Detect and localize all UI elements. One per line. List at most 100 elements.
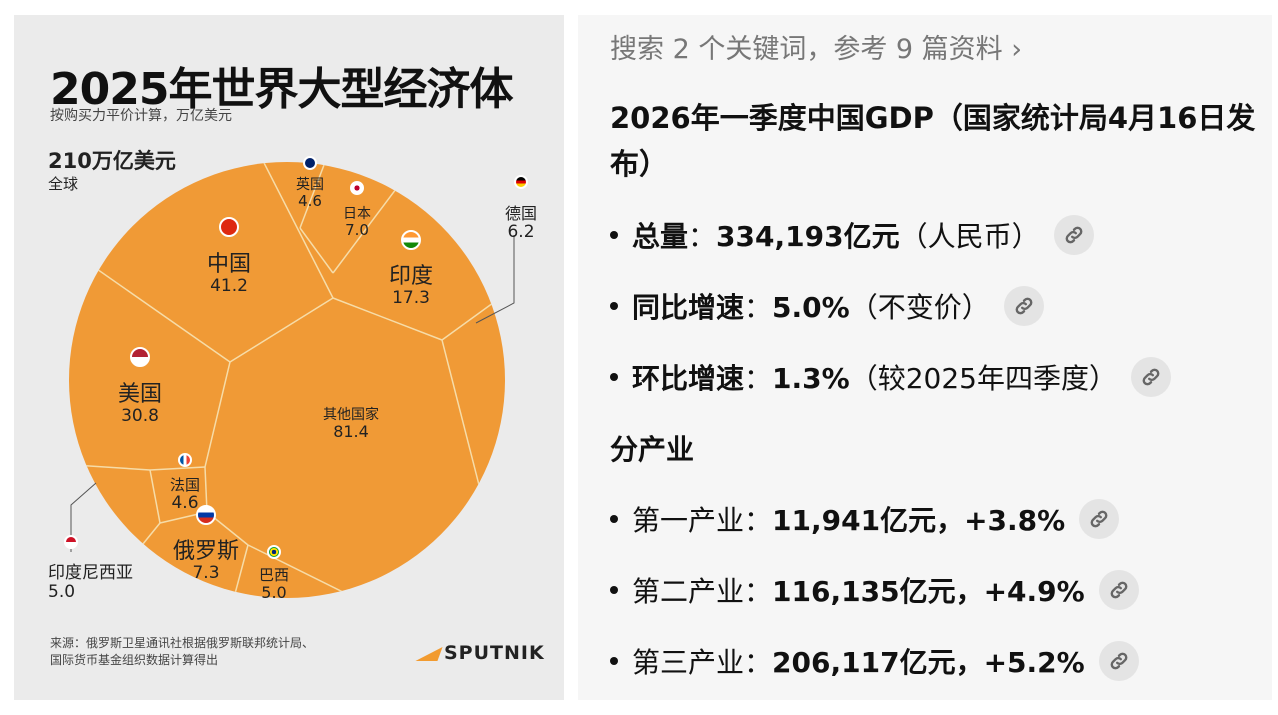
industry-label: 第二产业 (632, 575, 745, 608)
search-summary-text: 搜索 2 个关键词，参考 9 篇资料 (610, 34, 1003, 65)
cell-border (83, 259, 231, 363)
item-note: （较2025年四季度） (849, 362, 1117, 395)
cell-border (204, 361, 231, 468)
colon: ： (744, 362, 773, 395)
industry-value: 116,135亿元，+4.9% (772, 575, 1085, 608)
economy-value: 41.2 (210, 276, 248, 297)
citation-link-icon[interactable] (1098, 641, 1139, 681)
economy-label: 印度尼西亚 5.0 (48, 564, 133, 601)
economy-label: 其他国家 81.4 (323, 407, 379, 442)
economy-name: 德国 (504, 204, 538, 223)
cell-border (149, 466, 206, 471)
industry-item: 第二产业：116,135亿元，+4.9% (610, 570, 1139, 613)
citation-link-icon[interactable] (1053, 215, 1094, 255)
cell-border (299, 227, 334, 274)
economy-name: 法国 (169, 476, 201, 494)
citation-link-icon[interactable] (1098, 570, 1139, 610)
cell-border (332, 297, 443, 341)
source-note: 来源：俄罗斯卫星通讯社根据俄罗斯联邦统计局、 国际货币基金组织数据计算得出 (50, 635, 314, 669)
search-summary-button[interactable]: 搜索 2 个关键词，参考 9 篇资料 › (610, 27, 1022, 66)
source-line: 来源：俄罗斯卫星通讯社根据俄罗斯联邦统计局、 (50, 636, 315, 650)
item-value: 1.3% (772, 362, 850, 395)
industry-item: 第一产业：11,941亿元，+3.8% (610, 499, 1120, 542)
colon: ： (744, 504, 773, 537)
economy-value: 81.4 (333, 422, 369, 442)
colon: ： (744, 291, 773, 324)
economy-value: 17.3 (392, 288, 430, 309)
economy-name: 印度尼西亚 (48, 563, 133, 583)
answer-heading: 2026年一季度中国GDP（国家统计局4月16日发布） (610, 101, 1256, 181)
citation-link-icon[interactable] (1079, 499, 1120, 539)
economy-value: 30.8 (121, 406, 159, 427)
flag-uk-icon (303, 156, 317, 170)
economy-label: 日本 7.0 (343, 206, 371, 240)
colon: ： (744, 575, 773, 608)
source-line: 国际货币基金组织数据计算得出 (50, 653, 219, 667)
economy-label: 印度 17.3 (388, 264, 434, 309)
flag-brazil-icon (267, 545, 281, 559)
section-heading: 分产业 (610, 433, 695, 466)
logo-mark-icon (415, 646, 443, 661)
economy-name: 美国 (117, 382, 163, 407)
cell-border (247, 544, 360, 598)
infographic-image: 2025年世界大型经济体 按购买力平价计算，万亿美元 210万亿美元 全球 中国… (14, 15, 564, 700)
economy-value: 7.3 (192, 563, 220, 584)
infographic-subtitle: 按购买力平价计算，万亿美元 (50, 108, 232, 124)
economy-label: 中国 41.2 (206, 252, 252, 297)
flag-india-icon (401, 230, 421, 250)
flag-china-icon (219, 217, 239, 237)
economy-label: 法国 4.6 (170, 477, 200, 512)
industry-label: 第一产业 (632, 504, 745, 537)
cell-border (259, 162, 334, 299)
economy-value: 6.2 (507, 221, 535, 242)
industry-item: 第三产业：206,117亿元，+5.2% (610, 641, 1139, 684)
answer-panel: 搜索 2 个关键词，参考 9 篇资料 › 2026年一季度中国GDP（国家统计局… (578, 15, 1272, 700)
economy-value: 4.6 (171, 492, 199, 513)
chevron-right-icon: › (1011, 34, 1023, 65)
flag-japan-icon (350, 181, 364, 195)
economy-value: 4.6 (298, 192, 322, 211)
economy-name: 中国 (206, 252, 252, 277)
colon: ： (688, 220, 717, 253)
gdp-item: 总量：334,193亿元（人民币） (610, 215, 1094, 258)
economy-name: 英国 (296, 177, 324, 193)
flag-usa-icon (130, 347, 150, 367)
item-value: 334,193亿元 (716, 220, 900, 253)
flag-indonesia-icon (64, 535, 78, 549)
bullet-icon (610, 373, 618, 381)
industry-label: 第三产业 (632, 646, 745, 679)
citation-link-icon[interactable] (1003, 286, 1044, 326)
economy-name: 其他国家 (323, 407, 379, 423)
total-label: 全球 (48, 175, 79, 193)
item-value: 5.0% (772, 291, 850, 324)
flag-france-icon (178, 453, 192, 467)
cell-border (73, 464, 151, 471)
bullet-icon (610, 231, 618, 239)
industry-value: 11,941亿元，+3.8% (772, 504, 1066, 537)
bullet-icon (610, 515, 618, 523)
cell-border (299, 164, 325, 229)
economy-name: 印度 (388, 264, 434, 289)
gdp-item: 环比增速：1.3%（较2025年四季度） (610, 357, 1171, 400)
flag-germany-icon (514, 175, 528, 189)
economy-label: 巴西 5.0 (259, 567, 289, 601)
economy-label: 德国 6.2 (505, 205, 537, 241)
economy-value: 7.0 (345, 221, 369, 240)
logo-text: SPUTNIK (444, 642, 545, 664)
sputnik-logo: SPUTNIK (415, 642, 545, 664)
economy-label: 俄罗斯 7.3 (172, 539, 240, 584)
economy-label: 美国 30.8 (117, 382, 163, 427)
total-value: 210万亿美元 (48, 149, 176, 173)
item-note: （人民币） (899, 220, 1040, 253)
voronoi-chart (69, 162, 515, 598)
economy-name: 巴西 (258, 566, 290, 584)
item-label: 总量 (632, 220, 689, 253)
citation-link-icon[interactable] (1130, 357, 1171, 397)
cell-border (441, 339, 480, 486)
callout-line (475, 235, 515, 324)
gdp-item: 同比增速：5.0%（不变价） (610, 286, 1044, 329)
economy-label: 英国 4.6 (296, 177, 324, 211)
chart-circle (69, 162, 505, 598)
economy-name: 俄罗斯 (172, 539, 240, 564)
item-label: 同比增速 (632, 291, 745, 324)
